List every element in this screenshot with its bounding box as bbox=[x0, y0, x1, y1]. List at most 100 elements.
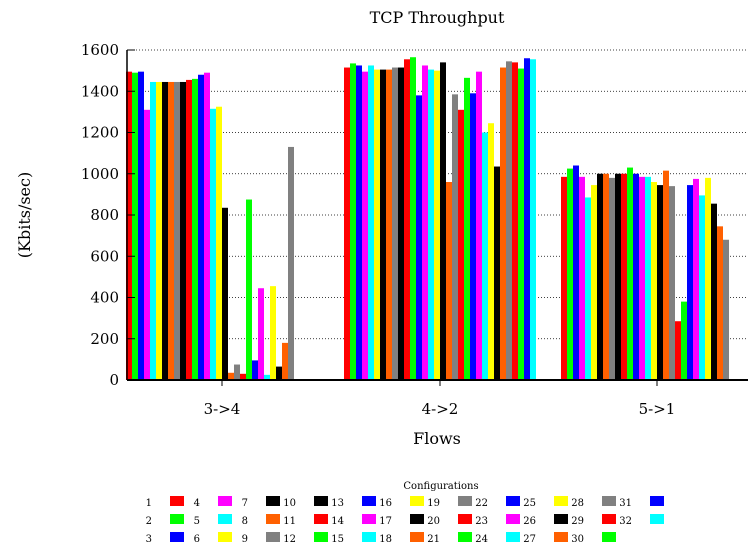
bars bbox=[126, 57, 729, 380]
legend-label: 1 bbox=[146, 498, 152, 509]
bar bbox=[186, 79, 192, 380]
bar bbox=[422, 65, 428, 380]
bar bbox=[446, 182, 452, 380]
legend-swatch bbox=[170, 514, 184, 524]
x-axis-label: Flows bbox=[413, 429, 461, 448]
bar bbox=[386, 69, 392, 380]
legend-label: 24 bbox=[475, 534, 488, 545]
bar bbox=[344, 67, 350, 380]
bar bbox=[222, 207, 228, 380]
legend-label: 7 bbox=[242, 498, 248, 509]
legend-label: 16 bbox=[379, 498, 392, 509]
bar bbox=[585, 197, 591, 380]
legend-swatch bbox=[170, 496, 184, 506]
legend-swatch bbox=[410, 532, 424, 542]
legend-swatch bbox=[458, 514, 472, 524]
bar bbox=[246, 199, 252, 380]
legend-label: 26 bbox=[523, 516, 536, 527]
legend-swatch bbox=[218, 532, 232, 542]
bar bbox=[398, 67, 404, 380]
bar bbox=[276, 366, 282, 380]
bar bbox=[723, 239, 729, 380]
bar bbox=[404, 59, 410, 380]
legend-label: 9 bbox=[242, 534, 248, 545]
legend-swatch bbox=[410, 514, 424, 524]
bar bbox=[144, 109, 150, 380]
x-tick-label: 5->1 bbox=[639, 400, 676, 418]
legend-swatch bbox=[314, 496, 328, 506]
legend-swatch bbox=[602, 496, 616, 506]
bar bbox=[693, 178, 699, 380]
bar bbox=[356, 65, 362, 380]
legend-label: 13 bbox=[331, 498, 344, 509]
bar bbox=[234, 364, 240, 380]
bar bbox=[180, 81, 186, 380]
bar bbox=[156, 81, 162, 380]
bar bbox=[524, 58, 530, 380]
y-tick-label: 0 bbox=[109, 371, 119, 389]
legend-label: 5 bbox=[194, 516, 200, 527]
bar bbox=[597, 173, 603, 380]
bar bbox=[603, 173, 609, 380]
legend-swatch bbox=[458, 496, 472, 506]
y-tick-label: 1600 bbox=[81, 41, 119, 59]
axes: 0 200 400 600 800 1000 1200 1400 1600 3->4 4->2 5->… bbox=[81, 41, 748, 418]
legend-label: 25 bbox=[523, 498, 536, 509]
bar bbox=[374, 69, 380, 380]
legend-swatch bbox=[266, 514, 280, 524]
legend-swatch bbox=[266, 532, 280, 542]
bar bbox=[488, 123, 494, 380]
bar bbox=[210, 108, 216, 380]
bar bbox=[168, 81, 174, 380]
legend-swatch bbox=[458, 532, 472, 542]
legend-swatch bbox=[266, 496, 280, 506]
bar bbox=[633, 173, 639, 380]
bar bbox=[458, 109, 464, 380]
legend-label: 29 bbox=[571, 516, 584, 527]
bar bbox=[126, 71, 132, 380]
bar bbox=[609, 177, 615, 380]
y-tick-label: 1200 bbox=[81, 124, 119, 142]
bar bbox=[621, 173, 627, 380]
bar bbox=[434, 70, 440, 380]
legend: 1234567891011121314151617181920212223242… bbox=[146, 496, 664, 545]
legend-label: 10 bbox=[283, 498, 296, 509]
legend-label: 8 bbox=[242, 516, 248, 527]
y-tick-label: 1400 bbox=[81, 82, 119, 100]
bar bbox=[138, 71, 144, 380]
bar bbox=[567, 168, 573, 380]
legend-swatch bbox=[506, 514, 520, 524]
bar bbox=[518, 68, 524, 380]
bar bbox=[270, 286, 276, 380]
legend-label: 32 bbox=[619, 516, 632, 527]
bar bbox=[452, 94, 458, 380]
bar bbox=[663, 170, 669, 380]
bar bbox=[573, 165, 579, 380]
bar bbox=[410, 57, 416, 380]
bar bbox=[282, 342, 288, 380]
bar bbox=[132, 72, 138, 380]
legend-label: 31 bbox=[619, 498, 632, 509]
bar bbox=[416, 95, 422, 380]
bar bbox=[627, 167, 633, 380]
bar bbox=[530, 59, 536, 380]
legend-label: 14 bbox=[331, 516, 344, 527]
bar bbox=[470, 93, 476, 380]
legend-swatch bbox=[554, 514, 568, 524]
bar bbox=[258, 288, 264, 380]
legend-label: 28 bbox=[571, 498, 584, 509]
legend-label: 21 bbox=[427, 534, 440, 545]
legend-swatch bbox=[218, 496, 232, 506]
bar bbox=[506, 61, 512, 380]
y-tick-label: 400 bbox=[90, 289, 119, 307]
legend-swatch bbox=[650, 496, 664, 506]
legend-label: 18 bbox=[379, 534, 392, 545]
bar bbox=[717, 226, 723, 380]
legend-swatch bbox=[314, 514, 328, 524]
legend-swatch bbox=[314, 532, 328, 542]
legend-swatch bbox=[602, 532, 616, 542]
bar bbox=[288, 146, 294, 380]
y-axis-label: (Kbits/sec) bbox=[15, 172, 34, 258]
legend-swatch bbox=[602, 514, 616, 524]
